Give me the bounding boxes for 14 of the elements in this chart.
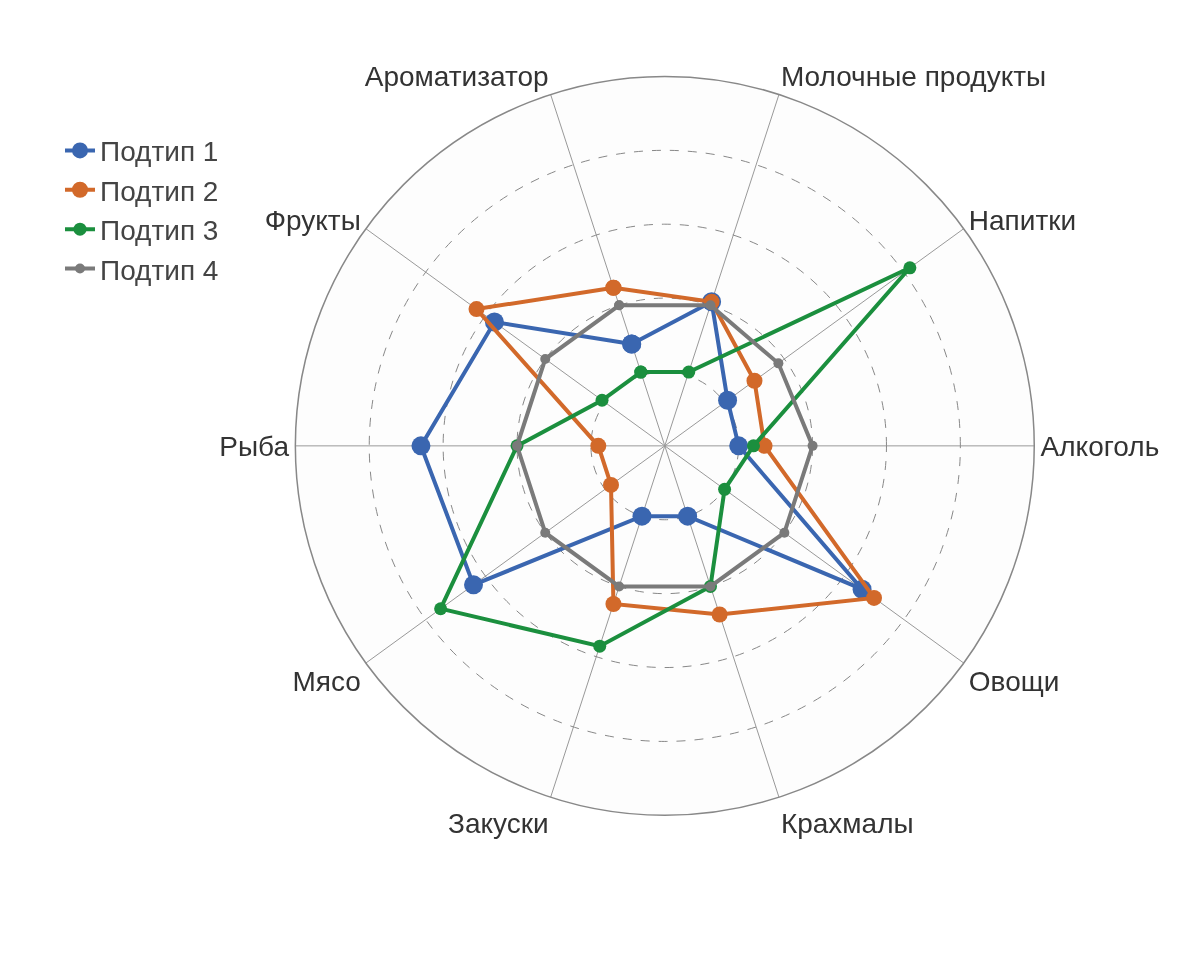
spoke-label: Закуски: [448, 807, 549, 839]
spoke-label: Крахмалы: [780, 807, 914, 839]
spoke-label: Овощи: [968, 666, 1060, 698]
spoke-label: Мясо: [292, 666, 361, 698]
legend-label: Подтип 1: [100, 136, 219, 168]
spoke-label: Рыба: [219, 430, 290, 462]
spoke-label: Фрукты: [264, 204, 361, 236]
spoke-label: Ароматизатор: [364, 61, 549, 93]
spoke-label: Алкоголь: [1040, 430, 1160, 462]
legend-label: Подтип 2: [100, 175, 219, 207]
legend-label: Подтип 3: [100, 215, 219, 247]
spoke-label: Напитки: [968, 204, 1077, 236]
spoke-label: Молочные продукты: [780, 61, 1047, 93]
legend-label: Подтип 4: [100, 254, 219, 286]
